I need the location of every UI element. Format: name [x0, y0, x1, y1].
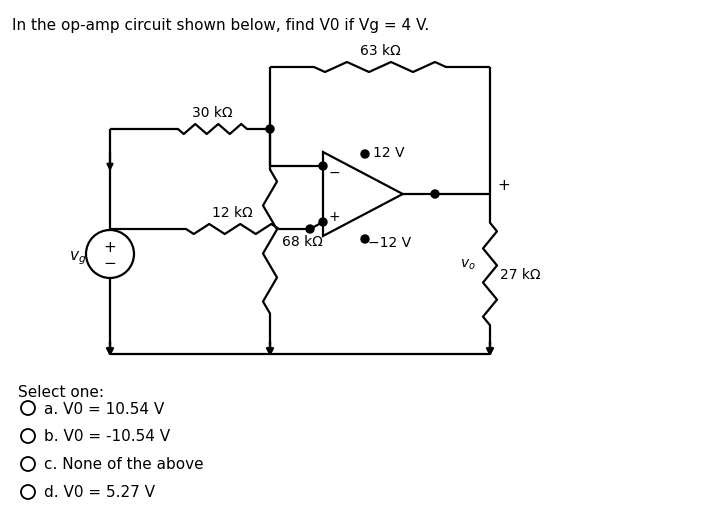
Text: 63 kΩ: 63 kΩ — [359, 44, 400, 58]
Text: 68 kΩ: 68 kΩ — [282, 235, 323, 249]
Text: Select one:: Select one: — [18, 384, 104, 399]
Text: d. V0 = 5.27 V: d. V0 = 5.27 V — [44, 485, 155, 499]
Circle shape — [319, 163, 327, 171]
Text: 30 kΩ: 30 kΩ — [192, 106, 233, 120]
Text: In the op-amp circuit shown below, find V0 if Vg = 4 V.: In the op-amp circuit shown below, find … — [12, 18, 429, 33]
Text: −: − — [104, 255, 117, 270]
Text: c. None of the above: c. None of the above — [44, 457, 204, 471]
Circle shape — [361, 151, 369, 159]
Circle shape — [431, 191, 439, 199]
Text: 12 V: 12 V — [373, 146, 405, 160]
Text: +: + — [328, 210, 340, 223]
Text: −12 V: −12 V — [368, 236, 411, 249]
Circle shape — [306, 225, 314, 234]
Text: +: + — [498, 177, 510, 192]
Circle shape — [266, 126, 274, 134]
Text: +: + — [104, 240, 117, 255]
Text: 27 kΩ: 27 kΩ — [500, 267, 541, 281]
Circle shape — [361, 236, 369, 243]
Circle shape — [319, 218, 327, 227]
Text: a. V0 = 10.54 V: a. V0 = 10.54 V — [44, 401, 164, 416]
Text: $v_o$: $v_o$ — [460, 257, 476, 272]
Text: 12 kΩ: 12 kΩ — [212, 206, 253, 219]
Text: b. V0 = -10.54 V: b. V0 = -10.54 V — [44, 429, 170, 444]
Text: $v_g$: $v_g$ — [69, 249, 86, 266]
Text: −: − — [328, 165, 340, 180]
